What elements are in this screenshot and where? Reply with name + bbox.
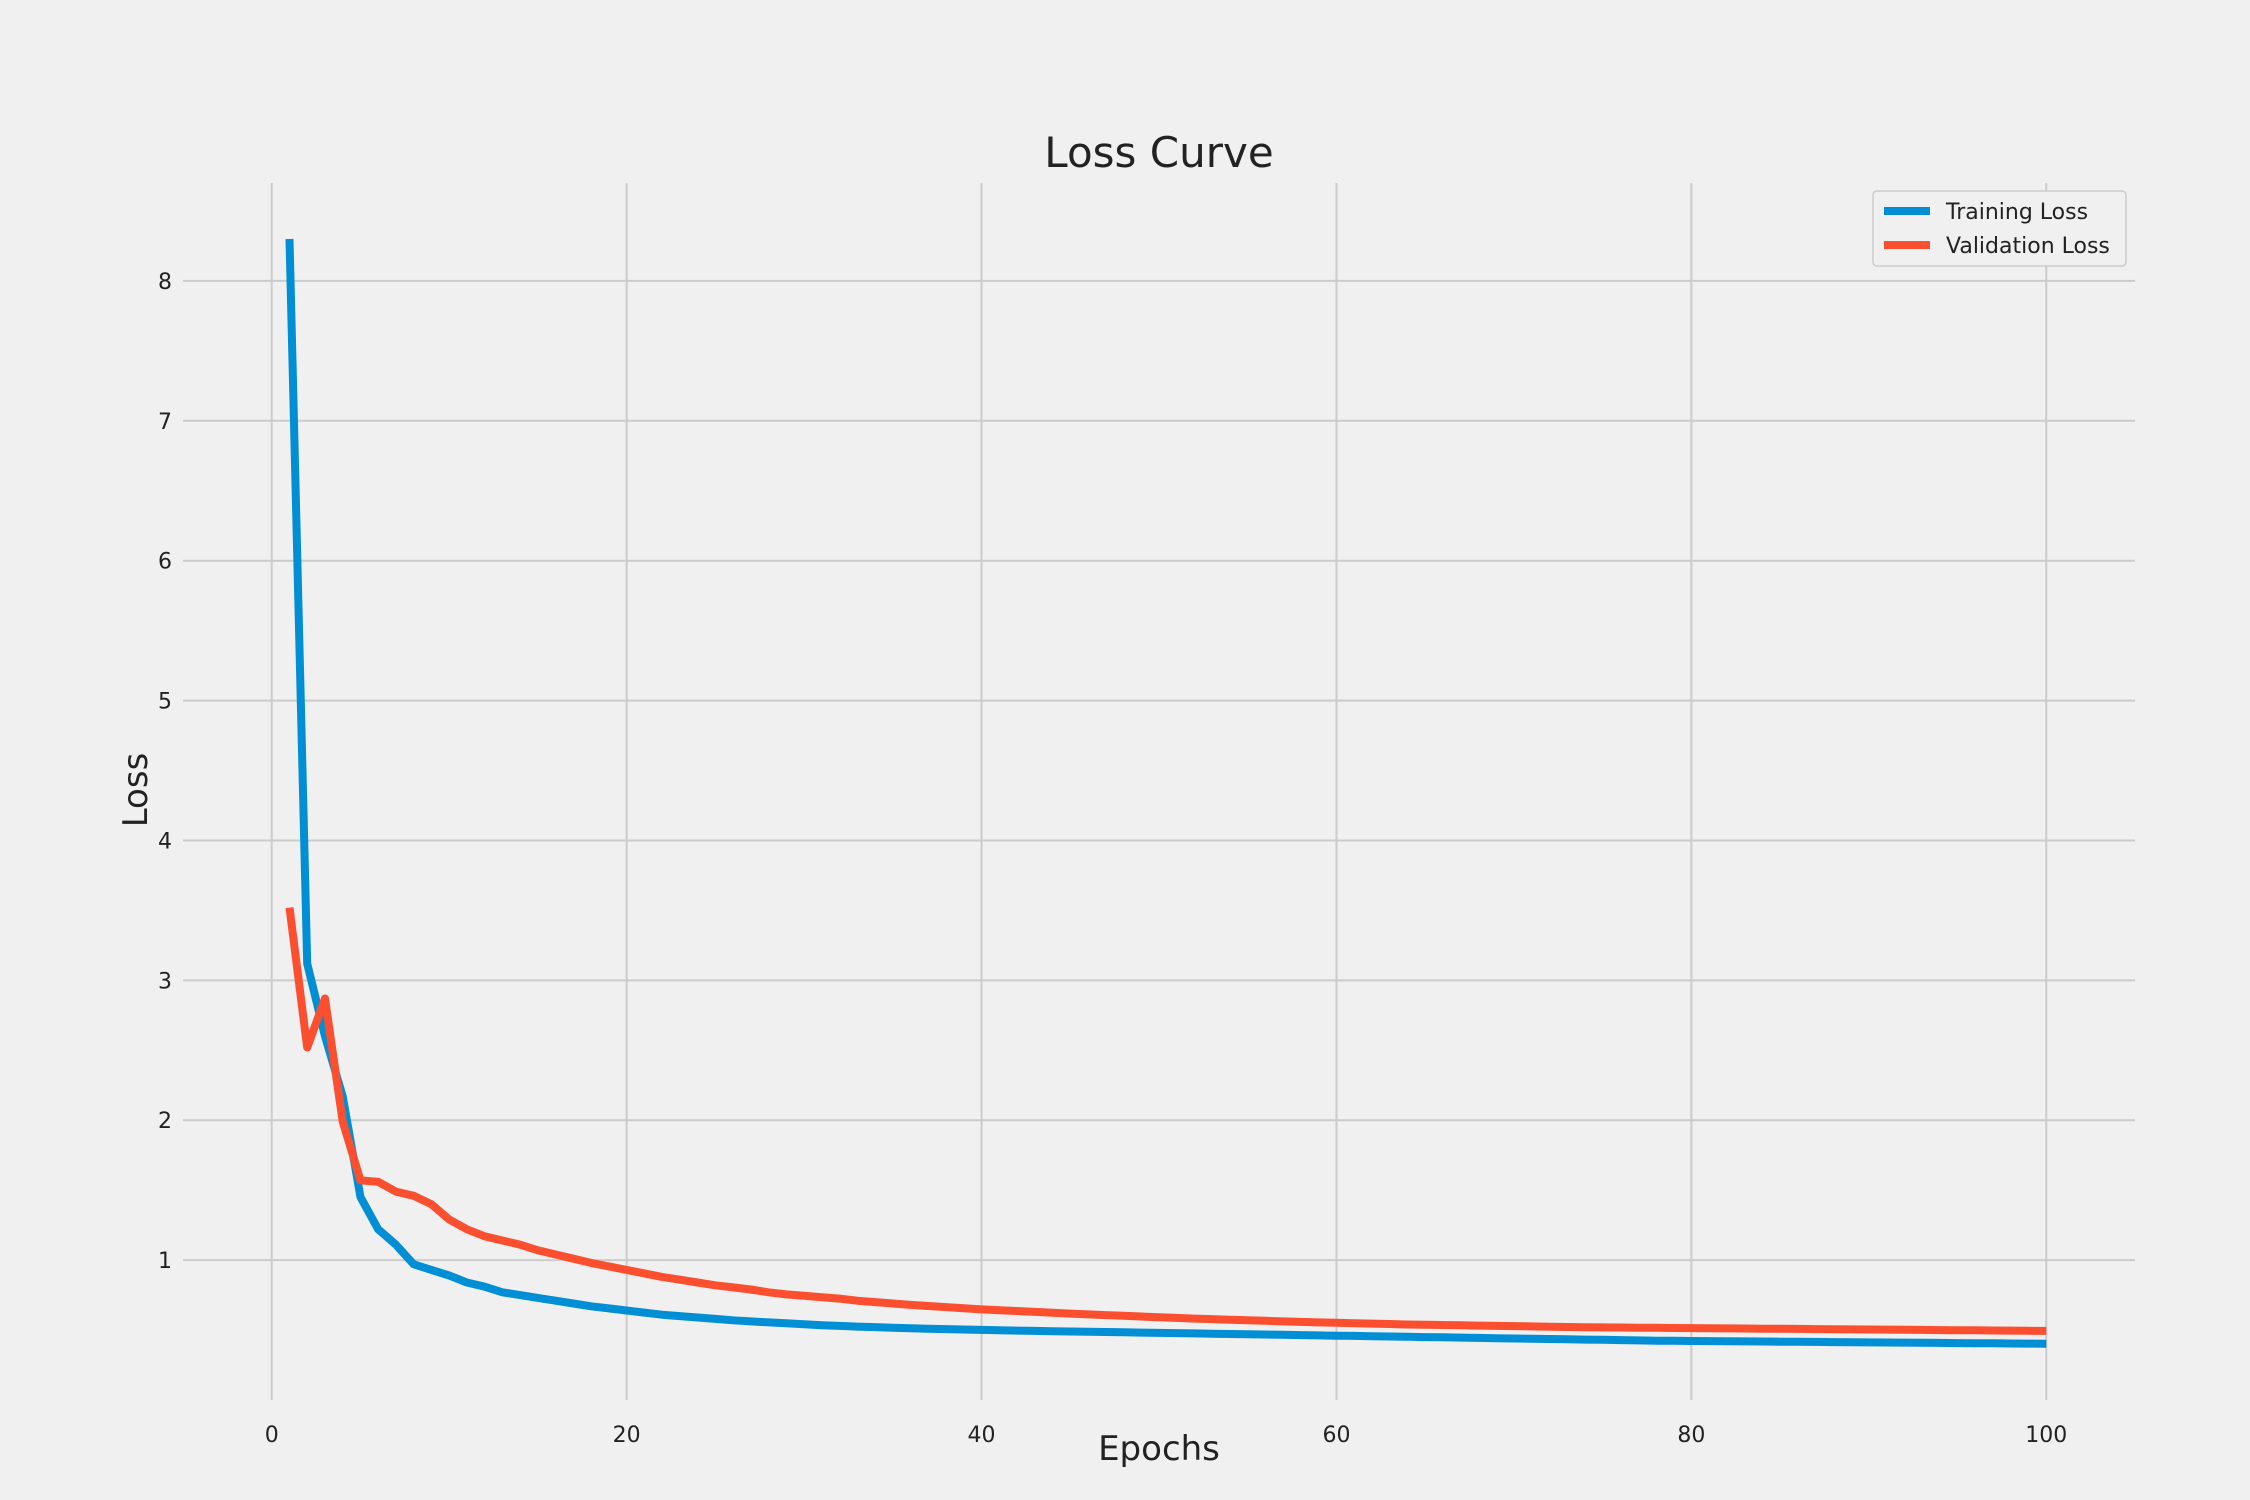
- y-tick-label: 1: [158, 1249, 172, 1274]
- x-tick-label: 0: [265, 1423, 279, 1448]
- x-tick-label: 60: [1322, 1423, 1350, 1448]
- y-tick-labels: 1 2 3 4 5 6 7 8: [158, 270, 172, 1274]
- x-tick-label: 80: [1677, 1423, 1705, 1448]
- series-lines: [285, 238, 2047, 1348]
- y-tick-label: 5: [158, 690, 172, 715]
- y-tick-label: 8: [158, 270, 172, 295]
- y-tick-label: 3: [158, 969, 172, 994]
- chart-title: Loss Curve: [1044, 128, 1273, 177]
- legend-box: [1872, 190, 2127, 267]
- x-tick-labels: 0 20 40 60 80 100: [265, 1423, 2068, 1448]
- legend-label-validation-loss: Validation Loss: [1946, 234, 2110, 259]
- x-axis-label: Epochs: [1098, 1429, 1220, 1469]
- x-tick-label: 100: [2025, 1423, 2067, 1448]
- legend-label-training-loss: Training Loss: [1945, 200, 2088, 225]
- training-loss-line: [285, 238, 2047, 1348]
- validation-loss-line: [285, 907, 2047, 1335]
- legend: Training Loss Validation Loss: [1872, 190, 2127, 267]
- grid: [183, 183, 2135, 1400]
- y-tick-label: 6: [158, 550, 172, 575]
- y-tick-label: 2: [158, 1109, 172, 1134]
- y-tick-label: 7: [158, 410, 172, 435]
- x-tick-label: 40: [968, 1423, 996, 1448]
- y-tick-label: 4: [158, 829, 172, 854]
- y-axis-label: Loss: [116, 753, 156, 828]
- x-tick-label: 20: [613, 1423, 641, 1448]
